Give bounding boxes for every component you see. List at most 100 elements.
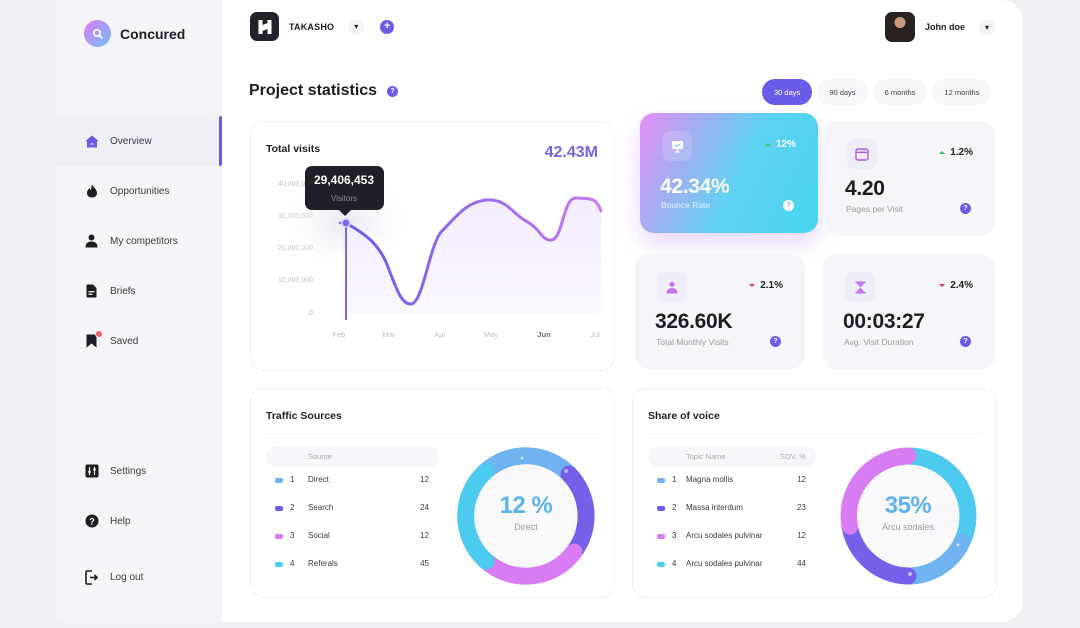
- table-row[interactable]: 1 Direct 12: [266, 473, 439, 487]
- help-icon[interactable]: ?: [783, 200, 794, 211]
- logout-icon: [84, 569, 99, 585]
- sidebar: Concured Overview Opportunities My compe…: [57, 0, 222, 622]
- org-dropdown-button[interactable]: ▾: [348, 18, 365, 35]
- app-window: Concured Overview Opportunities My compe…: [57, 0, 1023, 622]
- home-icon: [84, 134, 99, 149]
- arrow-up-icon: [764, 143, 771, 146]
- bookmark-icon: [84, 329, 103, 349]
- total-visits-value: 42.43M: [544, 144, 598, 161]
- main-content: TAKASHO ▾ + John doe ▾ Project statistic…: [222, 0, 1023, 622]
- change-indicator: 2.4%: [939, 280, 973, 291]
- table-row[interactable]: 1 Magna mollis 12: [648, 473, 816, 487]
- logo-search-icon: [84, 20, 111, 47]
- table-row[interactable]: 3 Social 12: [266, 529, 439, 543]
- donut-subtitle: Direct: [514, 522, 538, 532]
- help-icon[interactable]: ?: [960, 203, 971, 214]
- traffic-donut-chart[interactable]: [456, 446, 596, 586]
- legend-swatch: [657, 478, 665, 483]
- sidebar-item-overview[interactable]: Overview: [57, 116, 222, 166]
- sidebar-item-opportunities[interactable]: Opportunities: [57, 166, 222, 216]
- legend-swatch: [275, 534, 283, 539]
- range-6-months[interactable]: 6 months: [872, 79, 928, 105]
- sidebar-item-label: Briefs: [110, 285, 136, 297]
- tooltip-value: 29,406,453: [314, 173, 374, 187]
- user-icon: [657, 272, 687, 302]
- help-icon[interactable]: ?: [387, 85, 399, 97]
- range-30-days[interactable]: 30 days: [762, 79, 813, 105]
- table-row[interactable]: 4 Referals 45: [266, 557, 439, 571]
- add-project-button[interactable]: +: [380, 19, 395, 34]
- range-12-months[interactable]: 12 months: [932, 79, 992, 105]
- donut-center-label: 35% Arcu sodales: [848, 492, 968, 532]
- help-icon: ?: [84, 514, 99, 529]
- fire-icon: [84, 184, 99, 199]
- svg-text:Apr: Apr: [434, 330, 446, 339]
- sidebar-item-label: Help: [110, 515, 131, 527]
- page-title-text: Project statistics: [249, 82, 378, 99]
- table-row[interactable]: 2 Massa interdum 23: [648, 501, 816, 515]
- stat-label: Bounce Rate: [661, 200, 711, 210]
- divider: [266, 433, 599, 434]
- org-logo-icon: [250, 12, 279, 41]
- sidebar-item-logout[interactable]: Log out: [57, 552, 222, 602]
- app-logo[interactable]: Concured: [84, 20, 185, 47]
- browser-window-icon: [847, 139, 877, 169]
- arrow-down-icon: [939, 284, 946, 287]
- card-title: Traffic Sources: [266, 410, 342, 422]
- change-indicator: 1.2%: [939, 147, 973, 158]
- help-icon[interactable]: ?: [960, 336, 971, 347]
- stat-label: Total Monthly Visits: [656, 337, 729, 347]
- svg-text:Jun: Jun: [537, 330, 551, 339]
- org-name: TAKASHO: [289, 21, 335, 32]
- sidebar-item-settings[interactable]: Settings: [57, 446, 222, 496]
- card-title: Total visits: [266, 143, 321, 155]
- donut-value: 35%: [884, 492, 932, 519]
- visits-line-chart[interactable]: 40,000,000 30,000,000 20,000,000 10,000,…: [251, 122, 616, 372]
- stat-value: 00:03:27: [843, 310, 925, 333]
- sidebar-item-saved[interactable]: Saved: [57, 316, 222, 366]
- arrow-up-icon: [939, 151, 946, 154]
- sidebar-item-briefs[interactable]: Briefs: [57, 266, 222, 316]
- svg-text:Mar: Mar: [383, 330, 396, 339]
- stat-card-pages-per-visit[interactable]: 1.2% 4.20 Pages per Visit ?: [825, 121, 995, 236]
- stat-label: Pages per Visit: [846, 204, 904, 214]
- user-dropdown-button[interactable]: ▾: [979, 19, 995, 35]
- svg-text:Jul: Jul: [590, 330, 600, 339]
- arrow-down-icon: [749, 284, 756, 287]
- stat-card-total-monthly-visits[interactable]: 2.1% 326.60K Total Monthly Visits ?: [635, 254, 805, 369]
- table-row[interactable]: 3 Arcu sodales pulvinar 12: [648, 529, 816, 543]
- total-visits-card: Total visits 42.43M: [250, 121, 615, 371]
- date-range-tabs: 30 days 90 days 6 months 12 months: [762, 79, 992, 105]
- donut-center-label: 12 % Direct: [466, 492, 586, 532]
- legend-swatch: [657, 534, 665, 539]
- sidebar-item-label: Log out: [110, 571, 144, 583]
- svg-text:?: ?: [89, 517, 95, 527]
- legend-swatch: [657, 562, 665, 567]
- sidebar-item-my-competitors[interactable]: My competitors: [57, 216, 222, 266]
- table-row[interactable]: 4 Arcu sodales pulvinar 44: [648, 557, 816, 571]
- document-icon: [84, 284, 99, 299]
- svg-text:Feb: Feb: [333, 330, 346, 339]
- legend-swatch: [275, 506, 283, 511]
- user-menu[interactable]: John doe ▾: [885, 12, 995, 42]
- user-icon: [84, 234, 99, 249]
- user-name: John doe: [925, 22, 965, 32]
- avatar: [885, 12, 915, 42]
- stat-card-avg-visit-duration[interactable]: 2.4% 00:03:27 Avg. Visit Duration ?: [823, 254, 995, 369]
- hourglass-icon: [845, 272, 875, 302]
- table-row[interactable]: 2 Search 24: [266, 501, 439, 515]
- change-indicator: 2.1%: [749, 280, 783, 291]
- sov-donut-chart[interactable]: [838, 446, 978, 586]
- legend-swatch: [657, 506, 665, 511]
- range-90-days[interactable]: 90 days: [817, 79, 868, 105]
- donut-subtitle: Arcu sodales: [881, 522, 935, 532]
- stat-value: 4.20: [845, 177, 885, 200]
- card-title: Share of voice: [648, 410, 720, 422]
- stat-card-bounce-rate[interactable]: 12% 42.34% Bounce Rate ?: [640, 113, 818, 233]
- share-of-voice-card: Share of voice Topic Name SOV, % 1 Magna…: [632, 388, 997, 598]
- donut-value: 12 %: [499, 492, 553, 519]
- sidebar-item-label: Overview: [110, 135, 152, 147]
- sidebar-item-help[interactable]: ? Help: [57, 496, 222, 546]
- y-tick: 10,000,000: [278, 277, 313, 284]
- help-icon[interactable]: ?: [770, 336, 781, 347]
